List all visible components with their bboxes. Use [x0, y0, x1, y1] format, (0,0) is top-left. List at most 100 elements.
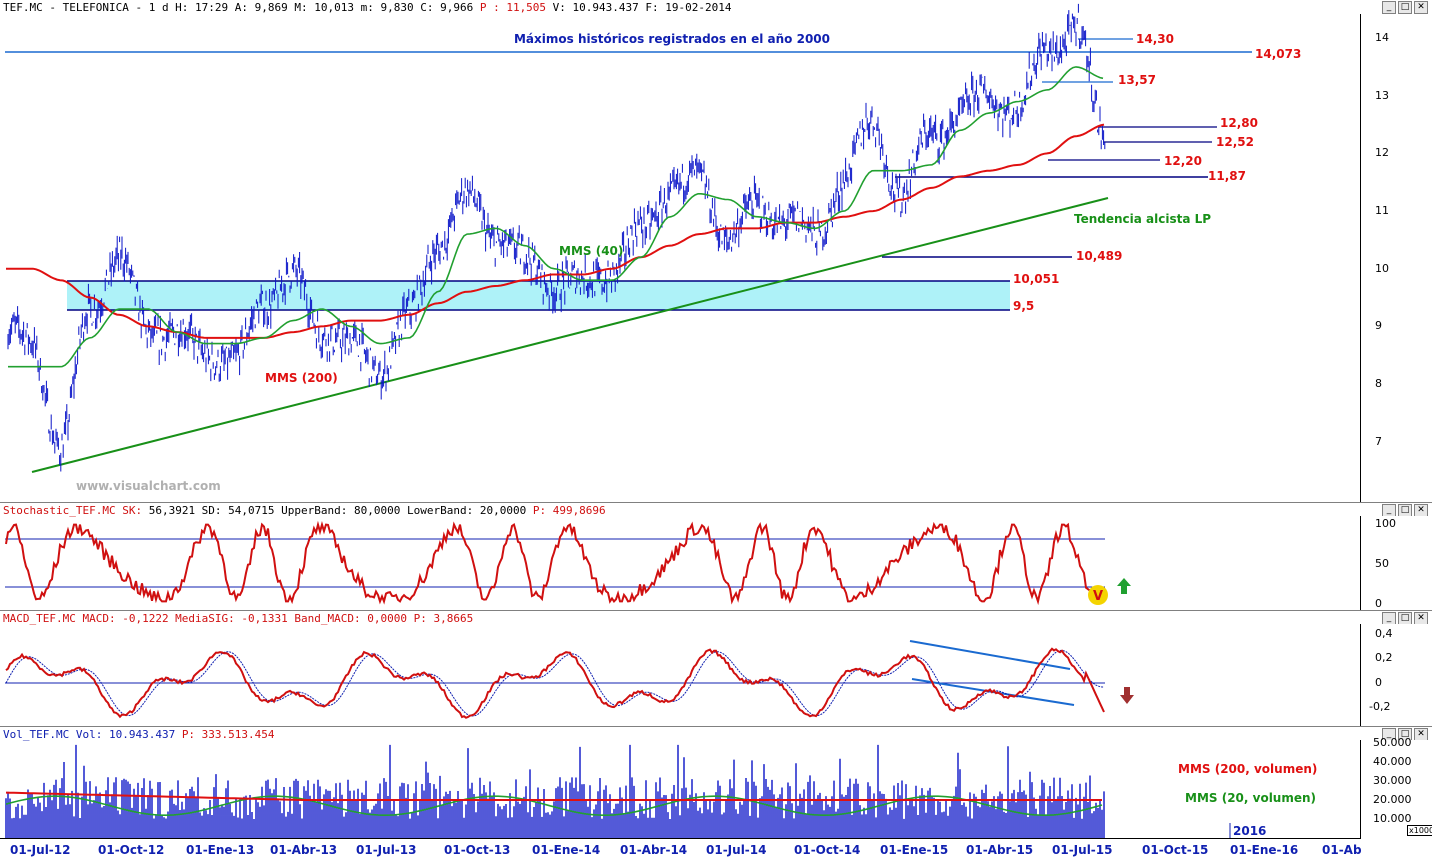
price-ytick-8: 8 — [1375, 377, 1382, 390]
price-header-p: P : 11,505 — [479, 1, 547, 14]
level-label-1252: 12,52 — [1216, 135, 1254, 149]
maximize-button[interactable]: □ — [1398, 1, 1412, 14]
trend-label: Tendencia alcista LP — [1074, 212, 1211, 226]
level-label-10489: 10,489 — [1076, 249, 1122, 263]
stoch-ytick-100: 100 — [1375, 517, 1396, 530]
vol-header-text: Vol_TEF.MC Vol: 10.943.437 — [3, 728, 182, 741]
stoch-header-mid: SD: 54,0715 UpperBand: 80,0000 LowerBand… — [195, 504, 533, 517]
stoch-ytick-0: 0 — [1375, 597, 1382, 610]
mms200-line — [6, 123, 1105, 339]
maximize-button[interactable]: □ — [1398, 504, 1412, 517]
close-button[interactable]: ✕ — [1414, 1, 1428, 14]
price-bar-series — [7, 3, 1106, 472]
vol-mms20-label: MMS (20, volumen) — [1185, 791, 1316, 805]
macd-header-text: MACD_TEF.MC MACD: -0,1222 MediaSIG: -0,1… — [3, 612, 414, 625]
up-arrow-icon — [1117, 578, 1131, 594]
mms200-label: MMS (200) — [265, 371, 338, 385]
macd-header-p: P: 3,8665 — [413, 612, 474, 625]
price-header-text: TEF.MC - TELEFONICA - 1 d H: 17:29 A: 9,… — [3, 1, 480, 14]
price-ytick-14: 14 — [1375, 31, 1389, 45]
vol-window-buttons: _ □ ✕ — [1382, 728, 1428, 741]
x-tick-label: 01-Oct-13 — [444, 843, 511, 857]
price-ytick-10: 10 — [1375, 261, 1389, 275]
stoch-signal-marker: V — [1093, 589, 1103, 604]
level-label-10051: 10,051 — [1013, 272, 1059, 286]
mms40-label: MMS (40) — [559, 244, 623, 258]
volume-panel[interactable]: Vol_TEF.MC Vol: 10.943.437 P: 333.513.45… — [0, 726, 1432, 839]
vol-ytick-10000: 10.000 — [1373, 812, 1412, 825]
x-tick-label: 01-Oct-15 — [1142, 843, 1209, 857]
stoch-header-p: P: 499,8696 — [532, 504, 606, 517]
x-tick-label: 01-Ab — [1322, 843, 1362, 857]
trend-line — [31, 197, 1109, 473]
x-tick-label: 01-Abr-15 — [966, 843, 1034, 857]
stoch-y-axis: 100 50 0 — [1360, 516, 1432, 611]
vol-ytick-30000: 30.000 — [1373, 774, 1412, 787]
minimize-button[interactable]: _ — [1382, 1, 1396, 14]
vol-mms200-label: MMS (200, volumen) — [1178, 762, 1317, 776]
x-axis — [0, 838, 1360, 858]
year-marker-label: 2016 — [1233, 824, 1266, 838]
x-tick-label: 01-Oct-12 — [98, 843, 165, 857]
vol-mms20-line — [5, 795, 1103, 816]
level-label-1280: 12,80 — [1220, 116, 1258, 130]
mms40-line — [8, 66, 1104, 368]
x-tick-label: 01-Jul-12 — [10, 843, 71, 857]
level-label-1357: 13,57 — [1118, 73, 1156, 87]
stoch-window-buttons: _ □ ✕ — [1382, 504, 1428, 517]
macd-ytick-02: 0,2 — [1375, 651, 1393, 664]
volume-chart: MMS (200, volumen) MMS (20, volumen) 201… — [5, 744, 1317, 839]
vol-ytick-50000: 50.000 — [1373, 736, 1412, 749]
watermark: www.visualchart.com — [76, 479, 221, 493]
vol-header-p: P: 333.513.454 — [181, 728, 275, 741]
title-annotation: Máximos históricos registrados en el año… — [514, 32, 830, 46]
macd-channel-upper — [909, 640, 1071, 670]
macd-ytick-0: 0 — [1375, 676, 1382, 689]
x-tick-label: 01-Jul-14 — [706, 843, 767, 857]
macd-chart — [5, 640, 1134, 719]
macd-header: MACD_TEF.MC MACD: -0,1222 MediaSIG: -0,1… — [3, 612, 473, 625]
x-tick-label: 01-Jul-13 — [356, 843, 417, 857]
x-tick-label: 01-Oct-14 — [794, 843, 861, 857]
vol-header: Vol_TEF.MC Vol: 10.943.437 P: 333.513.45… — [3, 728, 275, 741]
stoch-signal-circle — [1088, 585, 1108, 605]
down-arrow-icon — [1120, 687, 1134, 704]
volume-bars — [5, 744, 1105, 838]
x-tick-label: 01-Ene-14 — [532, 843, 601, 857]
stoch-header-text: Stochastic_TEF.MC SK: — [3, 504, 149, 517]
price-header: TEF.MC - TELEFONICA - 1 d H: 17:29 A: 9,… — [3, 1, 732, 14]
macd-line — [5, 647, 1105, 719]
macd-ytick-neg02: -0,2 — [1369, 700, 1391, 713]
price-ytick-9: 9 — [1375, 319, 1382, 333]
price-panel[interactable]: TEF.MC - TELEFONICA - 1 d H: 17:29 A: 9,… — [0, 0, 1432, 502]
x-tick-label: 01-Abr-14 — [620, 843, 688, 857]
price-header-suffix: V: 10.943.437 F: 19-02-2014 — [546, 1, 732, 14]
x-tick-label: 01-Jul-15 — [1052, 843, 1113, 857]
price-y-axis: 14 13 12 11 10 9 8 7 — [1360, 14, 1432, 502]
stoch-header: Stochastic_TEF.MC SK: 56,3921 SD: 54,071… — [3, 504, 606, 517]
x-tick-label: 01-Ene-15 — [880, 843, 949, 857]
macd-ytick-04: 0,4 — [1375, 627, 1393, 640]
stochastic-chart: V — [5, 520, 1131, 606]
macd-panel[interactable]: MACD_TEF.MC MACD: -0,1222 MediaSIG: -0,1… — [0, 610, 1432, 727]
vol-ytick-20000: 20.000 — [1373, 793, 1412, 806]
price-bars — [7, 3, 1106, 472]
macd-signal-line — [5, 649, 1104, 717]
price-ytick-13: 13 — [1375, 88, 1389, 102]
price-ytick-12: 12 — [1375, 146, 1389, 160]
stochastic-panel[interactable]: Stochastic_TEF.MC SK: 56,3921 SD: 54,071… — [0, 502, 1432, 611]
support-band — [67, 281, 1010, 310]
level-label-1430: 14,30 — [1136, 32, 1174, 46]
level-label-14073: 14,073 — [1255, 47, 1301, 61]
stochastic-line — [5, 520, 1105, 606]
price-chart: Máximos históricos registrados en el año… — [5, 3, 1301, 493]
x-tick-label: 01-Ene-13 — [186, 843, 255, 857]
x-tick-label: 01-Abr-13 — [270, 843, 338, 857]
volume-bar-series — [5, 744, 1105, 838]
macd-y-axis: 0,4 0,2 0 -0,2 — [1360, 624, 1432, 727]
stoch-header-sk: 56,3921 — [148, 504, 196, 517]
stoch-ytick-50: 50 — [1375, 557, 1389, 570]
level-label-1187: 11,87 — [1208, 169, 1246, 183]
vol-y-axis: 50.000 40.000 30.000 20.000 10.000 x1000 — [1360, 736, 1432, 839]
